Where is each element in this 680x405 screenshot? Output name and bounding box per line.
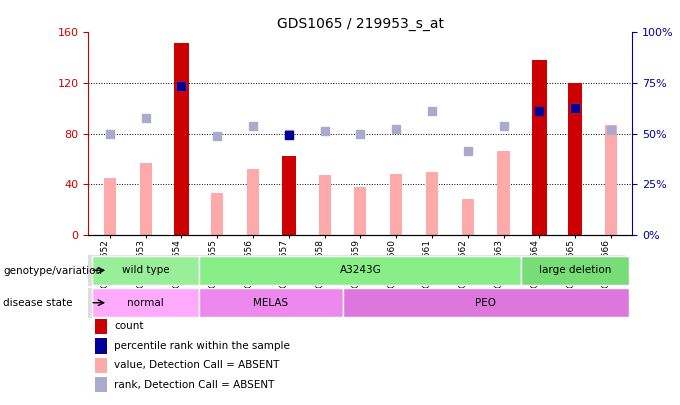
Point [176,82,187,89]
Bar [568,83,582,235]
Text: normal: normal [127,298,164,308]
Point [140,115,151,122]
Bar [199,256,522,285]
Point [355,130,366,137]
Point [391,126,402,132]
Text: rank, Detection Call = ABSENT: rank, Detection Call = ABSENT [114,380,275,390]
Text: large deletion: large deletion [539,265,611,275]
Text: A3243G: A3243G [339,265,381,275]
Bar [318,175,330,235]
Bar [199,288,343,318]
Bar [390,174,403,235]
Bar [211,193,223,235]
Text: wild type: wild type [122,265,169,275]
Text: PEO: PEO [475,298,496,308]
Bar [498,151,509,235]
Point [605,127,616,133]
Point [284,132,294,138]
Bar [139,163,152,235]
Point [248,123,258,129]
Bar [462,200,474,235]
Point [498,123,509,129]
Bar [605,125,617,235]
Point [319,128,330,134]
Text: MELAS: MELAS [254,298,288,308]
Bar [92,256,199,285]
Bar [247,169,259,235]
Point [570,105,581,111]
Text: genotype/variation: genotype/variation [3,266,103,275]
Point [105,130,116,137]
Text: disease state: disease state [3,298,73,308]
Point [211,133,222,139]
Point [176,82,187,89]
Point [534,108,545,114]
Title: GDS1065 / 219953_s_at: GDS1065 / 219953_s_at [277,17,444,31]
Bar [92,288,199,318]
Bar [282,156,296,235]
Bar [532,60,547,235]
Bar [522,256,629,285]
Bar [343,288,629,318]
Text: value, Detection Call = ABSENT: value, Detection Call = ABSENT [114,360,279,370]
Bar [104,178,116,235]
Point [570,105,581,111]
Bar [174,43,188,235]
Text: percentile rank within the sample: percentile rank within the sample [114,341,290,351]
Point [284,130,294,137]
Bar [426,172,438,235]
Point [426,108,437,114]
Point [462,148,473,155]
Bar [354,187,367,235]
Text: count: count [114,322,143,331]
